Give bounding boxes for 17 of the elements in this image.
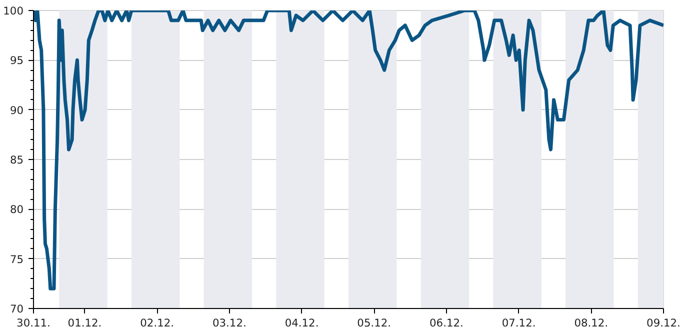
x-tick-label: 30.11. <box>16 316 50 330</box>
x-tick-label: 01.12. <box>68 316 102 330</box>
y-tick-label: 80 <box>10 203 24 216</box>
x-tick-label: 09.12. <box>646 316 680 330</box>
y-tick-label: 95 <box>10 54 24 68</box>
y-tick-label: 100 <box>3 4 24 18</box>
x-tick-label: 05.12. <box>357 316 392 330</box>
x-tick-label: 06.12. <box>430 316 464 330</box>
x-tick-label: 08.12. <box>574 316 608 330</box>
x-tick-label: 04.12. <box>284 316 319 330</box>
x-tick-label: 03.12. <box>212 316 246 330</box>
y-tick-label: 75 <box>10 252 24 266</box>
y-tick-label: 90 <box>10 104 24 117</box>
x-tick-label: 02.12. <box>140 316 174 330</box>
y-tick-label: 70 <box>10 302 24 316</box>
x-tick-label: 07.12. <box>502 316 536 330</box>
y-tick-label: 85 <box>10 154 24 166</box>
